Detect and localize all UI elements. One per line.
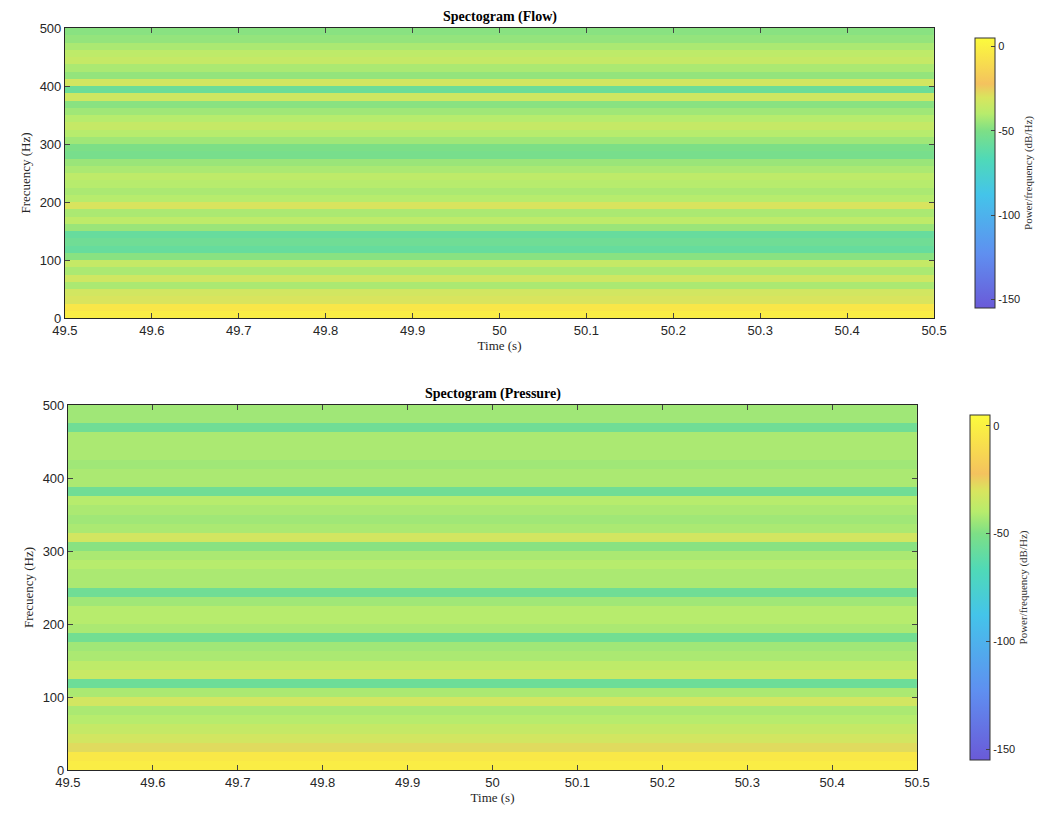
svg-text:Frecuency (Hz): Frecuency (Hz): [18, 132, 33, 213]
svg-text:Time (s): Time (s): [478, 338, 522, 353]
svg-text:50.4: 50.4: [820, 775, 845, 790]
svg-text:50.2: 50.2: [650, 775, 675, 790]
svg-text:50.3: 50.3: [748, 323, 773, 338]
svg-text:500: 500: [40, 21, 62, 36]
svg-text:-150: -150: [998, 293, 1020, 305]
svg-text:500: 500: [43, 398, 65, 413]
svg-text:-50: -50: [998, 125, 1014, 137]
svg-text:Spectogram (Flow): Spectogram (Flow): [443, 9, 557, 25]
svg-text:0: 0: [998, 40, 1004, 52]
svg-text:50.4: 50.4: [835, 323, 860, 338]
svg-text:49.8: 49.8: [313, 323, 338, 338]
svg-text:50.5: 50.5: [904, 775, 929, 790]
svg-text:0: 0: [54, 311, 61, 326]
svg-text:200: 200: [43, 617, 65, 632]
svg-text:50.5: 50.5: [921, 323, 946, 338]
svg-text:50.2: 50.2: [661, 323, 686, 338]
svg-text:-150: -150: [993, 743, 1015, 755]
svg-text:-50: -50: [993, 527, 1009, 539]
svg-text:49.7: 49.7: [225, 775, 250, 790]
svg-text:49.5: 49.5: [55, 775, 80, 790]
svg-text:50: 50: [492, 323, 506, 338]
svg-text:300: 300: [43, 544, 65, 559]
svg-text:Time (s): Time (s): [471, 790, 515, 805]
svg-text:0: 0: [993, 420, 999, 432]
svg-text:49.9: 49.9: [395, 775, 420, 790]
svg-text:100: 100: [40, 253, 62, 268]
svg-text:49.8: 49.8: [310, 775, 335, 790]
svg-text:49.9: 49.9: [400, 323, 425, 338]
svg-text:49.6: 49.6: [139, 323, 164, 338]
svg-text:Frecuency (Hz): Frecuency (Hz): [21, 547, 36, 628]
svg-text:200: 200: [40, 195, 62, 210]
svg-text:49.5: 49.5: [52, 323, 77, 338]
svg-text:50.1: 50.1: [565, 775, 590, 790]
svg-text:50.1: 50.1: [574, 323, 599, 338]
svg-text:Power/frequency (dB/Hz): Power/frequency (dB/Hz): [1022, 116, 1035, 230]
svg-text:100: 100: [43, 690, 65, 705]
svg-text:400: 400: [40, 79, 62, 94]
svg-text:300: 300: [40, 137, 62, 152]
svg-text:Spectogram (Pressure): Spectogram (Pressure): [425, 386, 561, 402]
svg-text:-100: -100: [998, 209, 1020, 221]
svg-text:50.3: 50.3: [735, 775, 760, 790]
svg-text:Power/frequency (dB/Hz): Power/frequency (dB/Hz): [1017, 530, 1030, 644]
svg-text:-100: -100: [993, 635, 1015, 647]
svg-text:49.6: 49.6: [140, 775, 165, 790]
svg-text:49.7: 49.7: [226, 323, 251, 338]
svg-text:50: 50: [485, 775, 499, 790]
svg-text:400: 400: [43, 471, 65, 486]
svg-text:0: 0: [57, 763, 64, 778]
